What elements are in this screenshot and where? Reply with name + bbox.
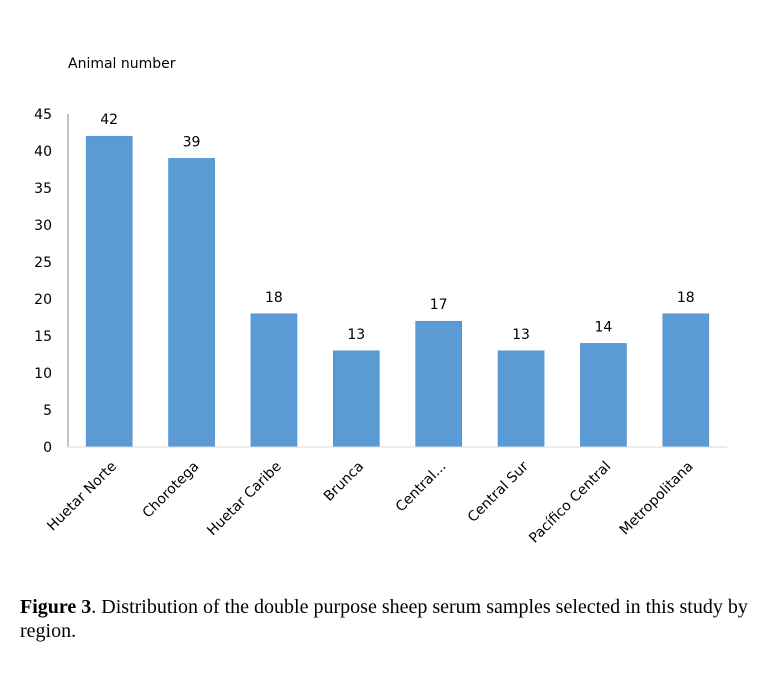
data-label: 14 xyxy=(595,319,613,335)
y-tick-label: 35 xyxy=(34,181,52,197)
figure-caption: Figure 3. Distribution of the double pur… xyxy=(20,595,760,643)
x-tick-label: Pacífico Central xyxy=(526,459,614,547)
bar xyxy=(415,320,463,448)
bar xyxy=(662,313,710,448)
data-label: 13 xyxy=(512,327,530,343)
data-label: 18 xyxy=(265,290,283,306)
x-tick-label: Central... xyxy=(393,459,450,516)
y-tick-label: 10 xyxy=(34,366,52,382)
data-label: 13 xyxy=(347,327,365,343)
bar xyxy=(168,158,215,448)
y-tick-label: 30 xyxy=(34,218,52,234)
data-label: 42 xyxy=(100,112,118,128)
data-labels: 42 39 18 13 17 13 14 18 xyxy=(100,112,694,343)
bar xyxy=(580,343,627,448)
x-tick-label: Chorotega xyxy=(140,459,203,522)
bars xyxy=(85,135,710,448)
bar xyxy=(250,313,298,448)
y-tick-label: 25 xyxy=(34,255,52,271)
bar xyxy=(85,135,133,448)
x-tick-label: Metropolitana xyxy=(617,459,697,539)
x-tick-label: Central Sur xyxy=(465,458,532,525)
y-tick-label: 40 xyxy=(34,144,52,160)
x-tick-label: Brunca xyxy=(321,459,367,505)
bar xyxy=(332,350,380,448)
y-tick-label: 15 xyxy=(34,329,52,345)
x-axis-labels: Huetar Norte Chorotega Huetar Caribe Brunca… xyxy=(44,458,696,546)
y-tick-label: 5 xyxy=(43,403,52,419)
data-label: 18 xyxy=(677,290,695,306)
data-label: 17 xyxy=(430,297,448,313)
x-tick-label: Huetar Norte xyxy=(44,459,120,535)
x-tick-label: Huetar Caribe xyxy=(204,459,284,539)
y-tick-label: 0 xyxy=(43,440,52,456)
y-axis-ticks: 0 5 10 15 20 25 30 35 40 45 xyxy=(34,107,52,456)
data-label: 39 xyxy=(183,134,201,150)
figure-label: Figure 3 xyxy=(20,596,92,618)
y-tick-label: 45 xyxy=(34,107,52,123)
bar-chart: Animal number 0 5 10 15 20 25 30 35 40 45 42 39 18 1… xyxy=(34,56,727,547)
caption-text: . Distribution of the double purpose she… xyxy=(20,596,748,642)
y-tick-label: 20 xyxy=(34,292,52,308)
bar xyxy=(497,350,545,448)
y-axis-label: Animal number xyxy=(68,56,176,72)
